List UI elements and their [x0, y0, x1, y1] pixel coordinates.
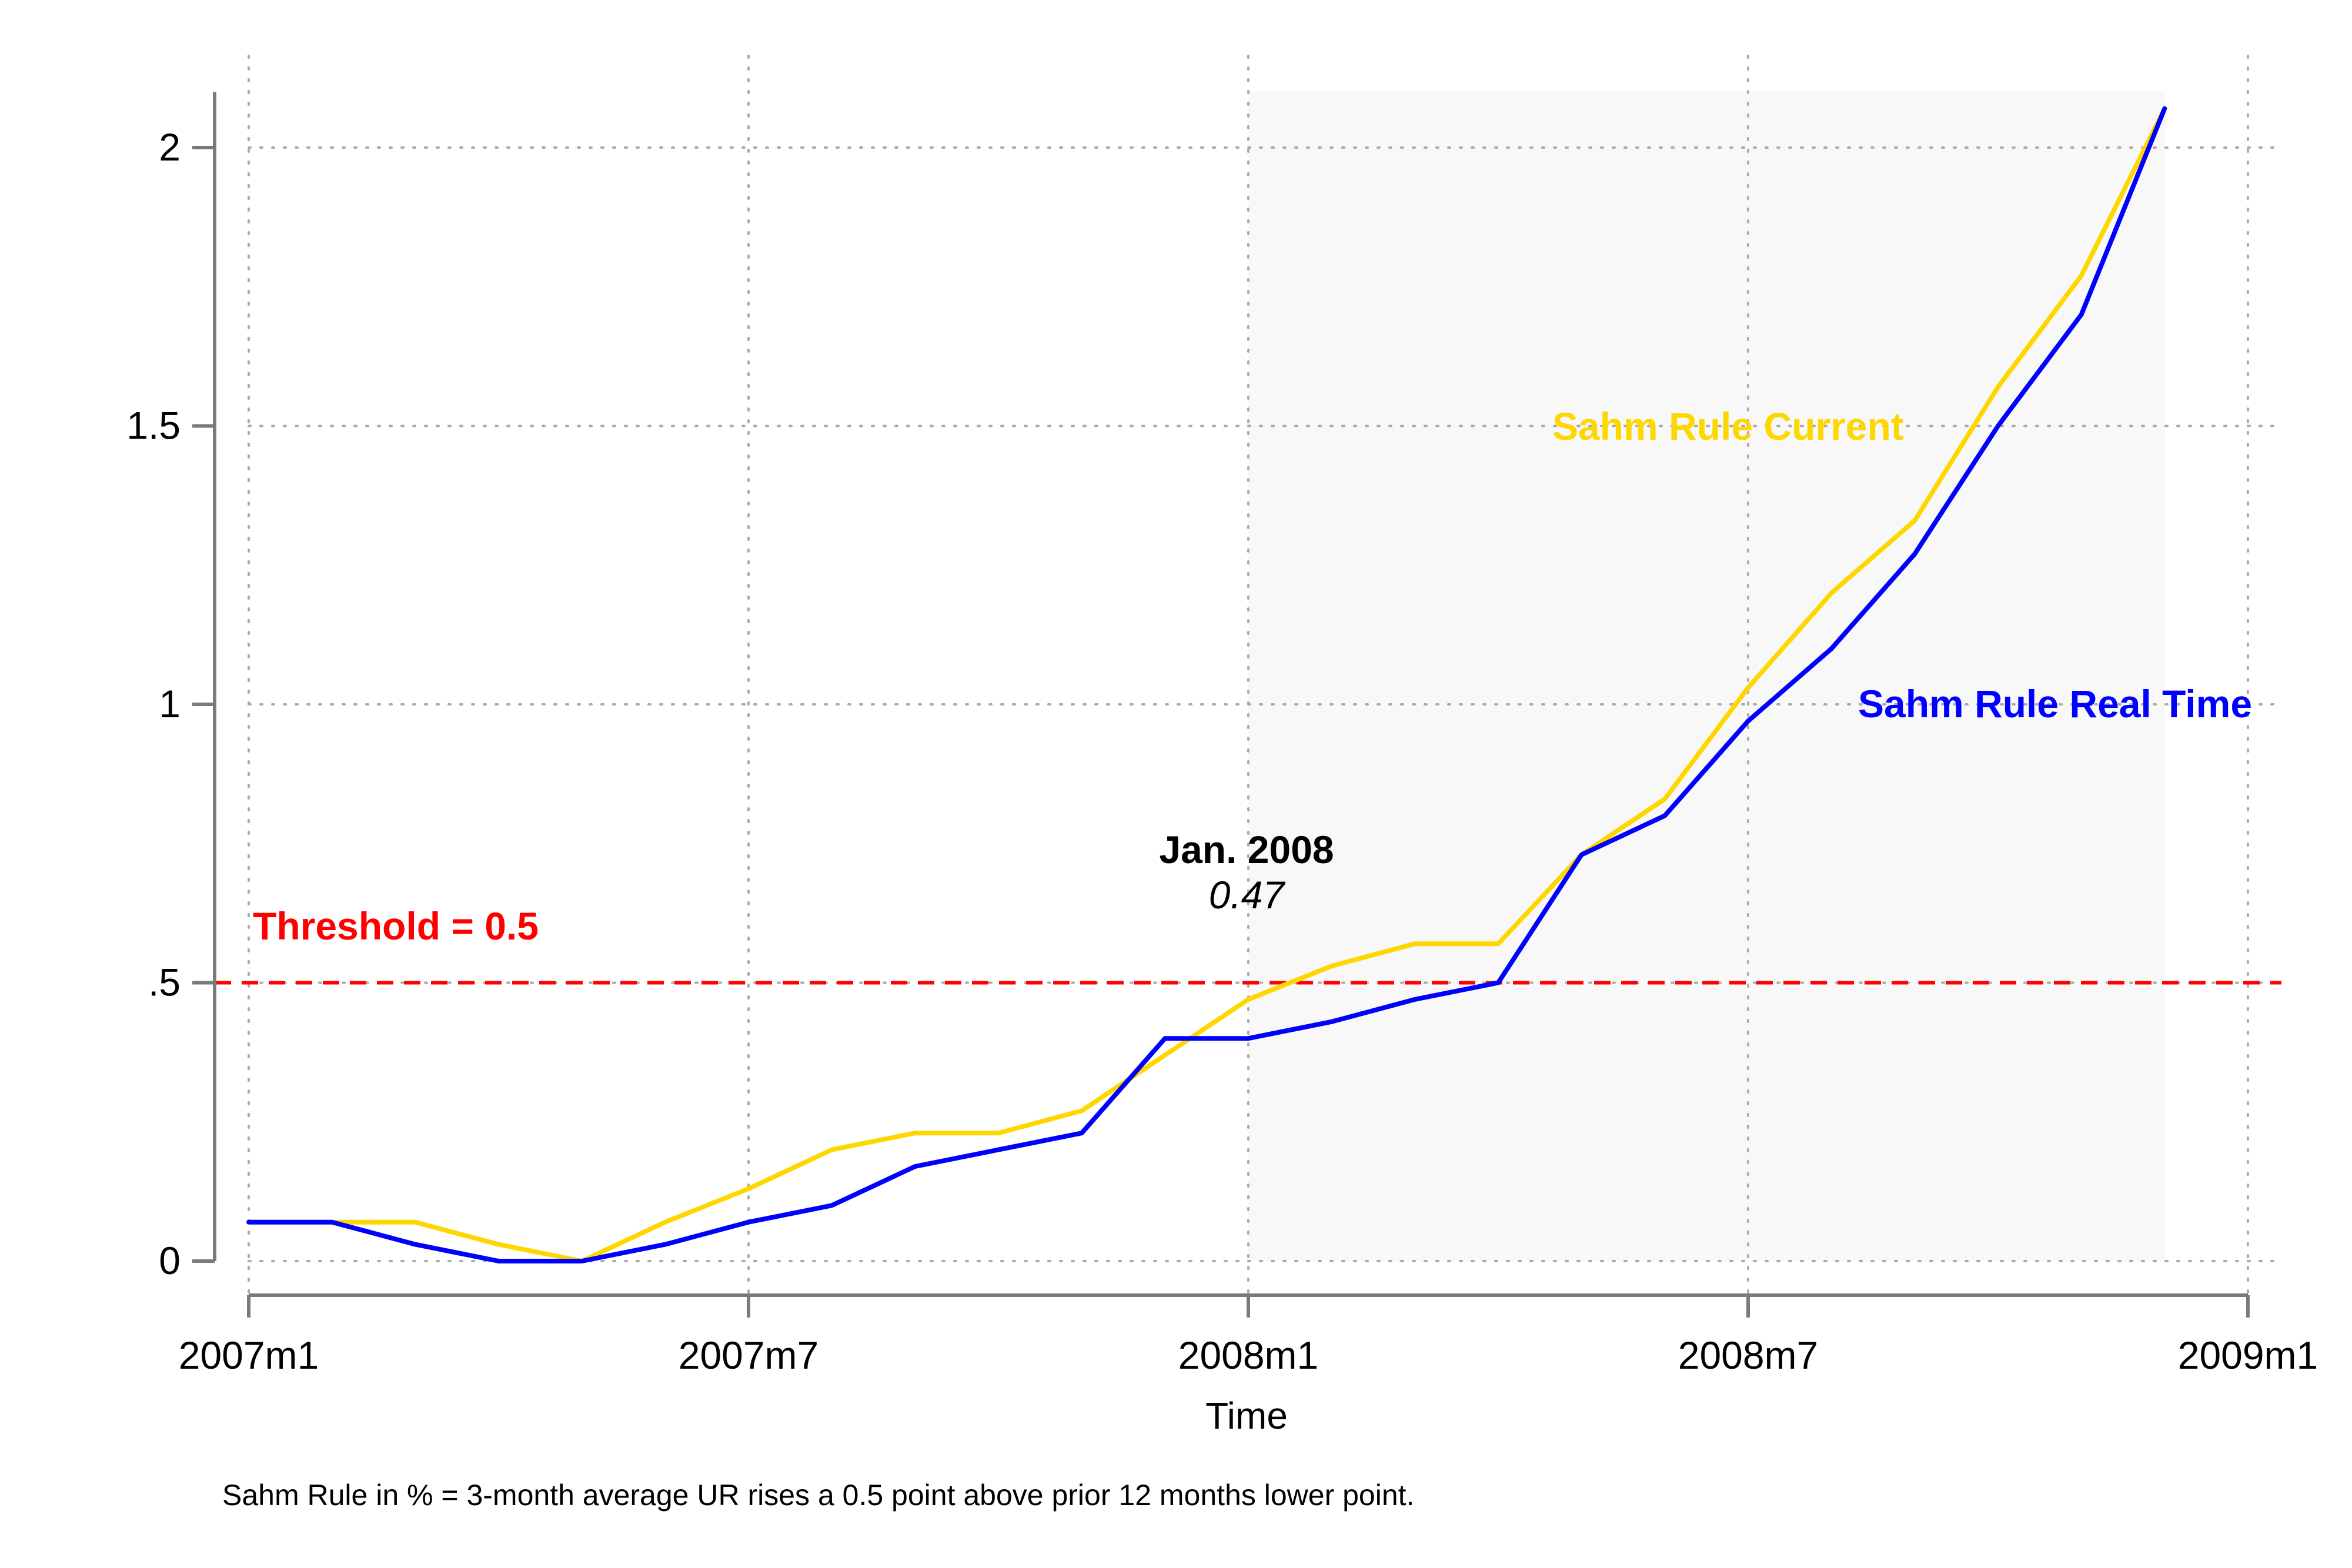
x-axis-title: Time	[1205, 1395, 1288, 1437]
series-line-current	[246, 106, 2167, 1263]
x-tick-label: 2007m1	[179, 1333, 319, 1377]
grid	[248, 55, 2283, 1296]
labels: Time Sahm Rule in % = 3-month average UR…	[222, 404, 2252, 1512]
x-tick-label: 2008m1	[1178, 1333, 1319, 1377]
annotation-title: Jan. 2008	[1159, 828, 1334, 871]
recession-shading-layer	[1248, 91, 2165, 1261]
y-tick-label: .5	[148, 961, 181, 1004]
chart-note: Sahm Rule in % = 3-month average UR rise…	[222, 1479, 1414, 1512]
y-tick-label: 0	[159, 1239, 181, 1282]
threshold-label: Threshold = 0.5	[253, 904, 539, 948]
series-label-current: Sahm Rule Current	[1552, 404, 1904, 448]
series-layer	[246, 106, 2167, 1263]
annotation-value: 0.47	[1209, 873, 1286, 917]
y-tick-label: 2	[159, 125, 181, 169]
x-tick-label: 2009m1	[2178, 1333, 2318, 1377]
series-line-realtime	[246, 106, 2167, 1263]
y-tick-label: 1	[159, 682, 181, 726]
x-tick-label: 2008m7	[1678, 1333, 1819, 1377]
recession-shade	[1248, 91, 2165, 1261]
y-tick-label: 1.5	[126, 404, 181, 447]
axes: 0 .5 1 1.5 2 2007m1 2007m7 2008m1 2008m7 2009m1	[126, 92, 2318, 1377]
x-tick-label: 2007m7	[679, 1333, 819, 1377]
series-label-realtime: Sahm Rule Real Time	[1858, 682, 2252, 726]
